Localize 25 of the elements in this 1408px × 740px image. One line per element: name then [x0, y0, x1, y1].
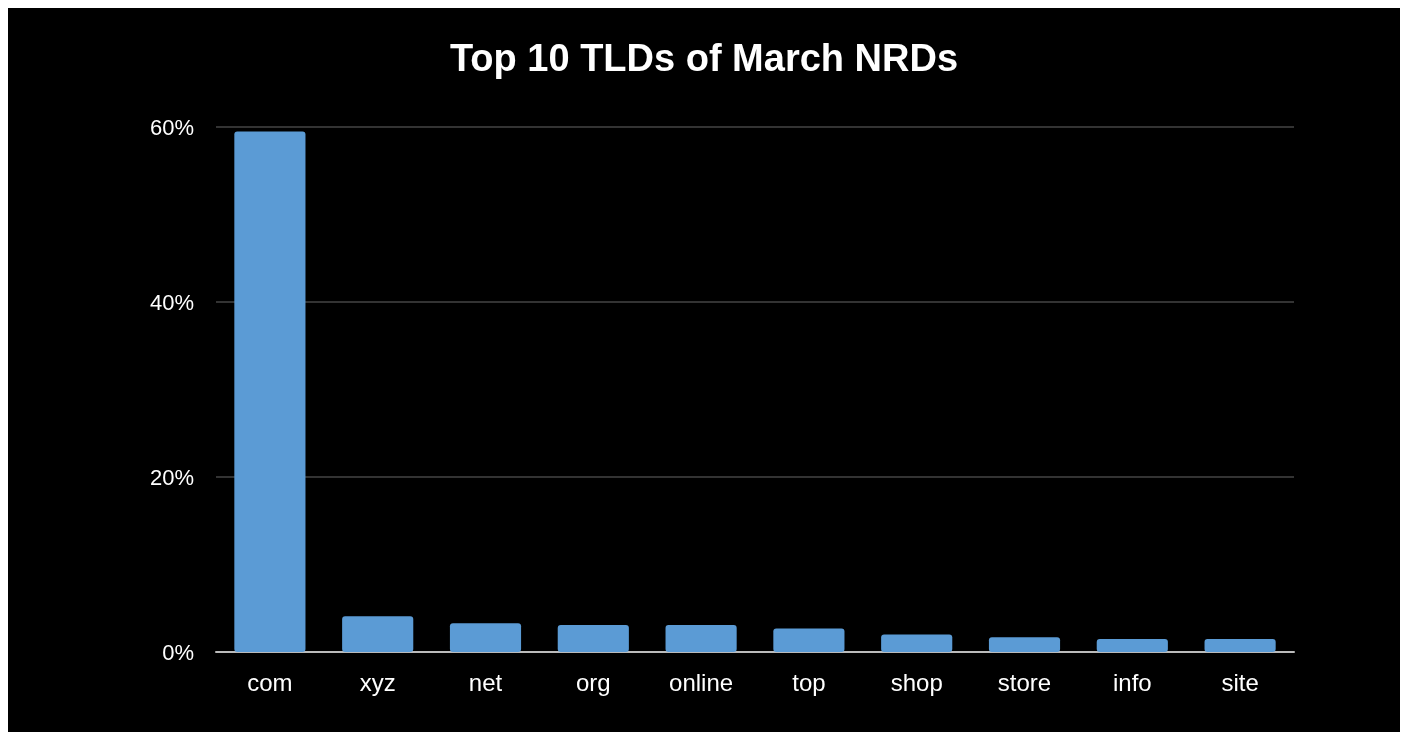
x-tick-label: com: [247, 668, 293, 696]
y-tick-label: 20%: [149, 464, 194, 490]
x-tick-label: org: [575, 668, 611, 696]
bar: [449, 623, 522, 652]
chart-title: Top 10 TLDs of March NRDs: [449, 37, 959, 79]
x-tick-label: net: [468, 668, 503, 696]
bar: [665, 624, 737, 652]
x-tick-label: xyz: [359, 668, 396, 696]
bar: [557, 624, 629, 652]
x-tick-label: info: [1112, 668, 1152, 696]
y-tick-label: 0%: [162, 639, 194, 665]
bar: [773, 628, 845, 652]
y-tick-label: 40%: [149, 289, 194, 315]
bar: [988, 637, 1061, 652]
x-tick-label: top: [792, 668, 826, 696]
bar: [234, 131, 306, 652]
bar: [1096, 638, 1168, 652]
bar: [342, 616, 414, 652]
x-tick-label: store: [997, 668, 1052, 696]
bar: [1204, 638, 1276, 652]
x-tick-label: online: [669, 668, 734, 696]
bar: [881, 634, 953, 652]
x-tick-label: shop: [890, 668, 943, 696]
y-tick-label: 60%: [149, 114, 194, 140]
x-tick-label: site: [1221, 668, 1259, 696]
